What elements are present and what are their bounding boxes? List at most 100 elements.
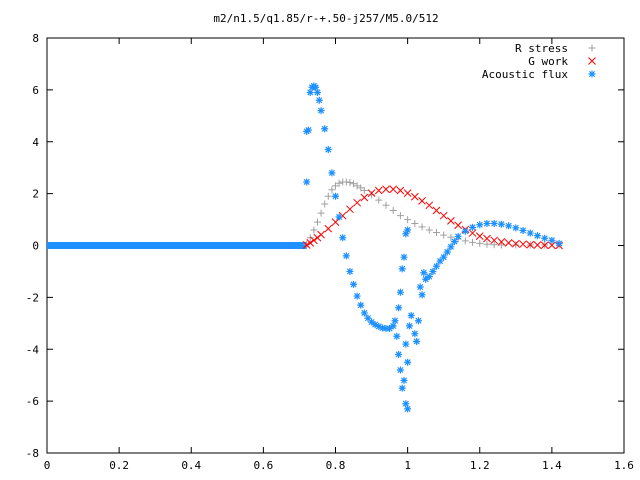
data-point (402, 400, 410, 408)
data-point (404, 216, 412, 224)
data-point (447, 243, 455, 251)
data-point (375, 322, 383, 330)
data-point (332, 192, 339, 200)
x-tick-label: 1 (404, 459, 411, 472)
data-point (555, 239, 563, 247)
data-point (526, 229, 534, 237)
y-tick-label: 4 (32, 136, 39, 149)
data-point (440, 231, 448, 239)
data-point (403, 189, 412, 197)
data-point (312, 83, 320, 91)
data-point (302, 241, 311, 249)
data-point (405, 322, 413, 330)
data-point (360, 187, 368, 195)
data-point (451, 238, 459, 246)
data-point (425, 201, 434, 210)
data-point (303, 178, 311, 186)
data-point (440, 253, 448, 261)
data-point (315, 96, 323, 104)
data-point (331, 218, 340, 227)
data-point (357, 184, 365, 192)
data-point (540, 241, 549, 250)
data-point (368, 318, 376, 326)
y-tick-label: 6 (32, 84, 39, 97)
data-point (497, 238, 506, 246)
data-point (468, 229, 477, 237)
data-point (324, 146, 332, 154)
data-point (483, 240, 491, 248)
x-tick-label: 1.6 (614, 459, 634, 472)
data-point (396, 212, 404, 220)
x-tick-label: 0.8 (326, 459, 346, 472)
data-point (386, 325, 394, 332)
data-point (389, 322, 397, 330)
data-point (342, 252, 350, 260)
y-tick-label: 0 (32, 240, 39, 253)
data-point (429, 267, 437, 275)
data-point (317, 230, 325, 239)
x-tick-label: 0 (44, 459, 51, 472)
data-point (360, 309, 368, 317)
data-point (396, 288, 404, 296)
data-point (432, 229, 440, 237)
data-point (454, 221, 462, 230)
data-point (418, 291, 426, 299)
data-point (306, 234, 314, 242)
data-point (304, 126, 312, 134)
data-point (432, 262, 440, 270)
data-point (447, 217, 455, 225)
data-point (526, 240, 535, 249)
data-point (389, 206, 397, 214)
x-tick-label: 1.4 (542, 459, 562, 472)
data-point (400, 376, 408, 384)
series-layer (47, 82, 563, 413)
axis-ticks: 0 0.2 0.4 0.6 0.8 1 1.2 1.4 1.6 8 6 4 2 0 -2 -4 -6 -8 (26, 32, 634, 472)
y-tick-label: 8 (32, 32, 39, 45)
data-point (328, 186, 336, 194)
data-point (454, 232, 462, 240)
data-point (393, 332, 401, 340)
data-point (475, 232, 484, 241)
data-point (436, 257, 444, 265)
x-tick-label: 0.6 (253, 459, 273, 472)
data-point (324, 224, 333, 233)
data-point (490, 236, 499, 245)
data-point (490, 241, 498, 249)
data-point (504, 239, 513, 247)
data-point (461, 237, 469, 245)
data-point (398, 384, 406, 392)
data-point (395, 304, 403, 312)
data-point (402, 340, 410, 348)
data-point (317, 209, 325, 217)
data-point (310, 236, 318, 245)
data-point (350, 280, 358, 288)
data-point (512, 224, 520, 232)
data-point (497, 220, 505, 228)
data-point (346, 178, 354, 186)
data-point (447, 233, 455, 241)
data-point (443, 248, 451, 256)
data-point (541, 234, 549, 242)
legend-marker (588, 44, 596, 52)
data-point (420, 269, 428, 277)
data-point (476, 239, 484, 247)
data-point (332, 182, 339, 190)
legend-marker (588, 70, 596, 78)
data-point (404, 226, 412, 234)
data-point (404, 405, 412, 413)
data-point (439, 211, 448, 220)
data-point (411, 219, 419, 227)
data-point (425, 226, 433, 234)
data-point (382, 325, 390, 332)
data-point (400, 253, 408, 261)
data-point (461, 227, 469, 235)
data-point (353, 198, 361, 207)
legend-label: Acoustic flux (482, 68, 568, 81)
data-point (505, 222, 513, 230)
data-point (310, 226, 318, 234)
data-point (382, 185, 390, 194)
data-point (335, 179, 343, 187)
data-point (367, 189, 376, 197)
data-point (533, 232, 541, 240)
